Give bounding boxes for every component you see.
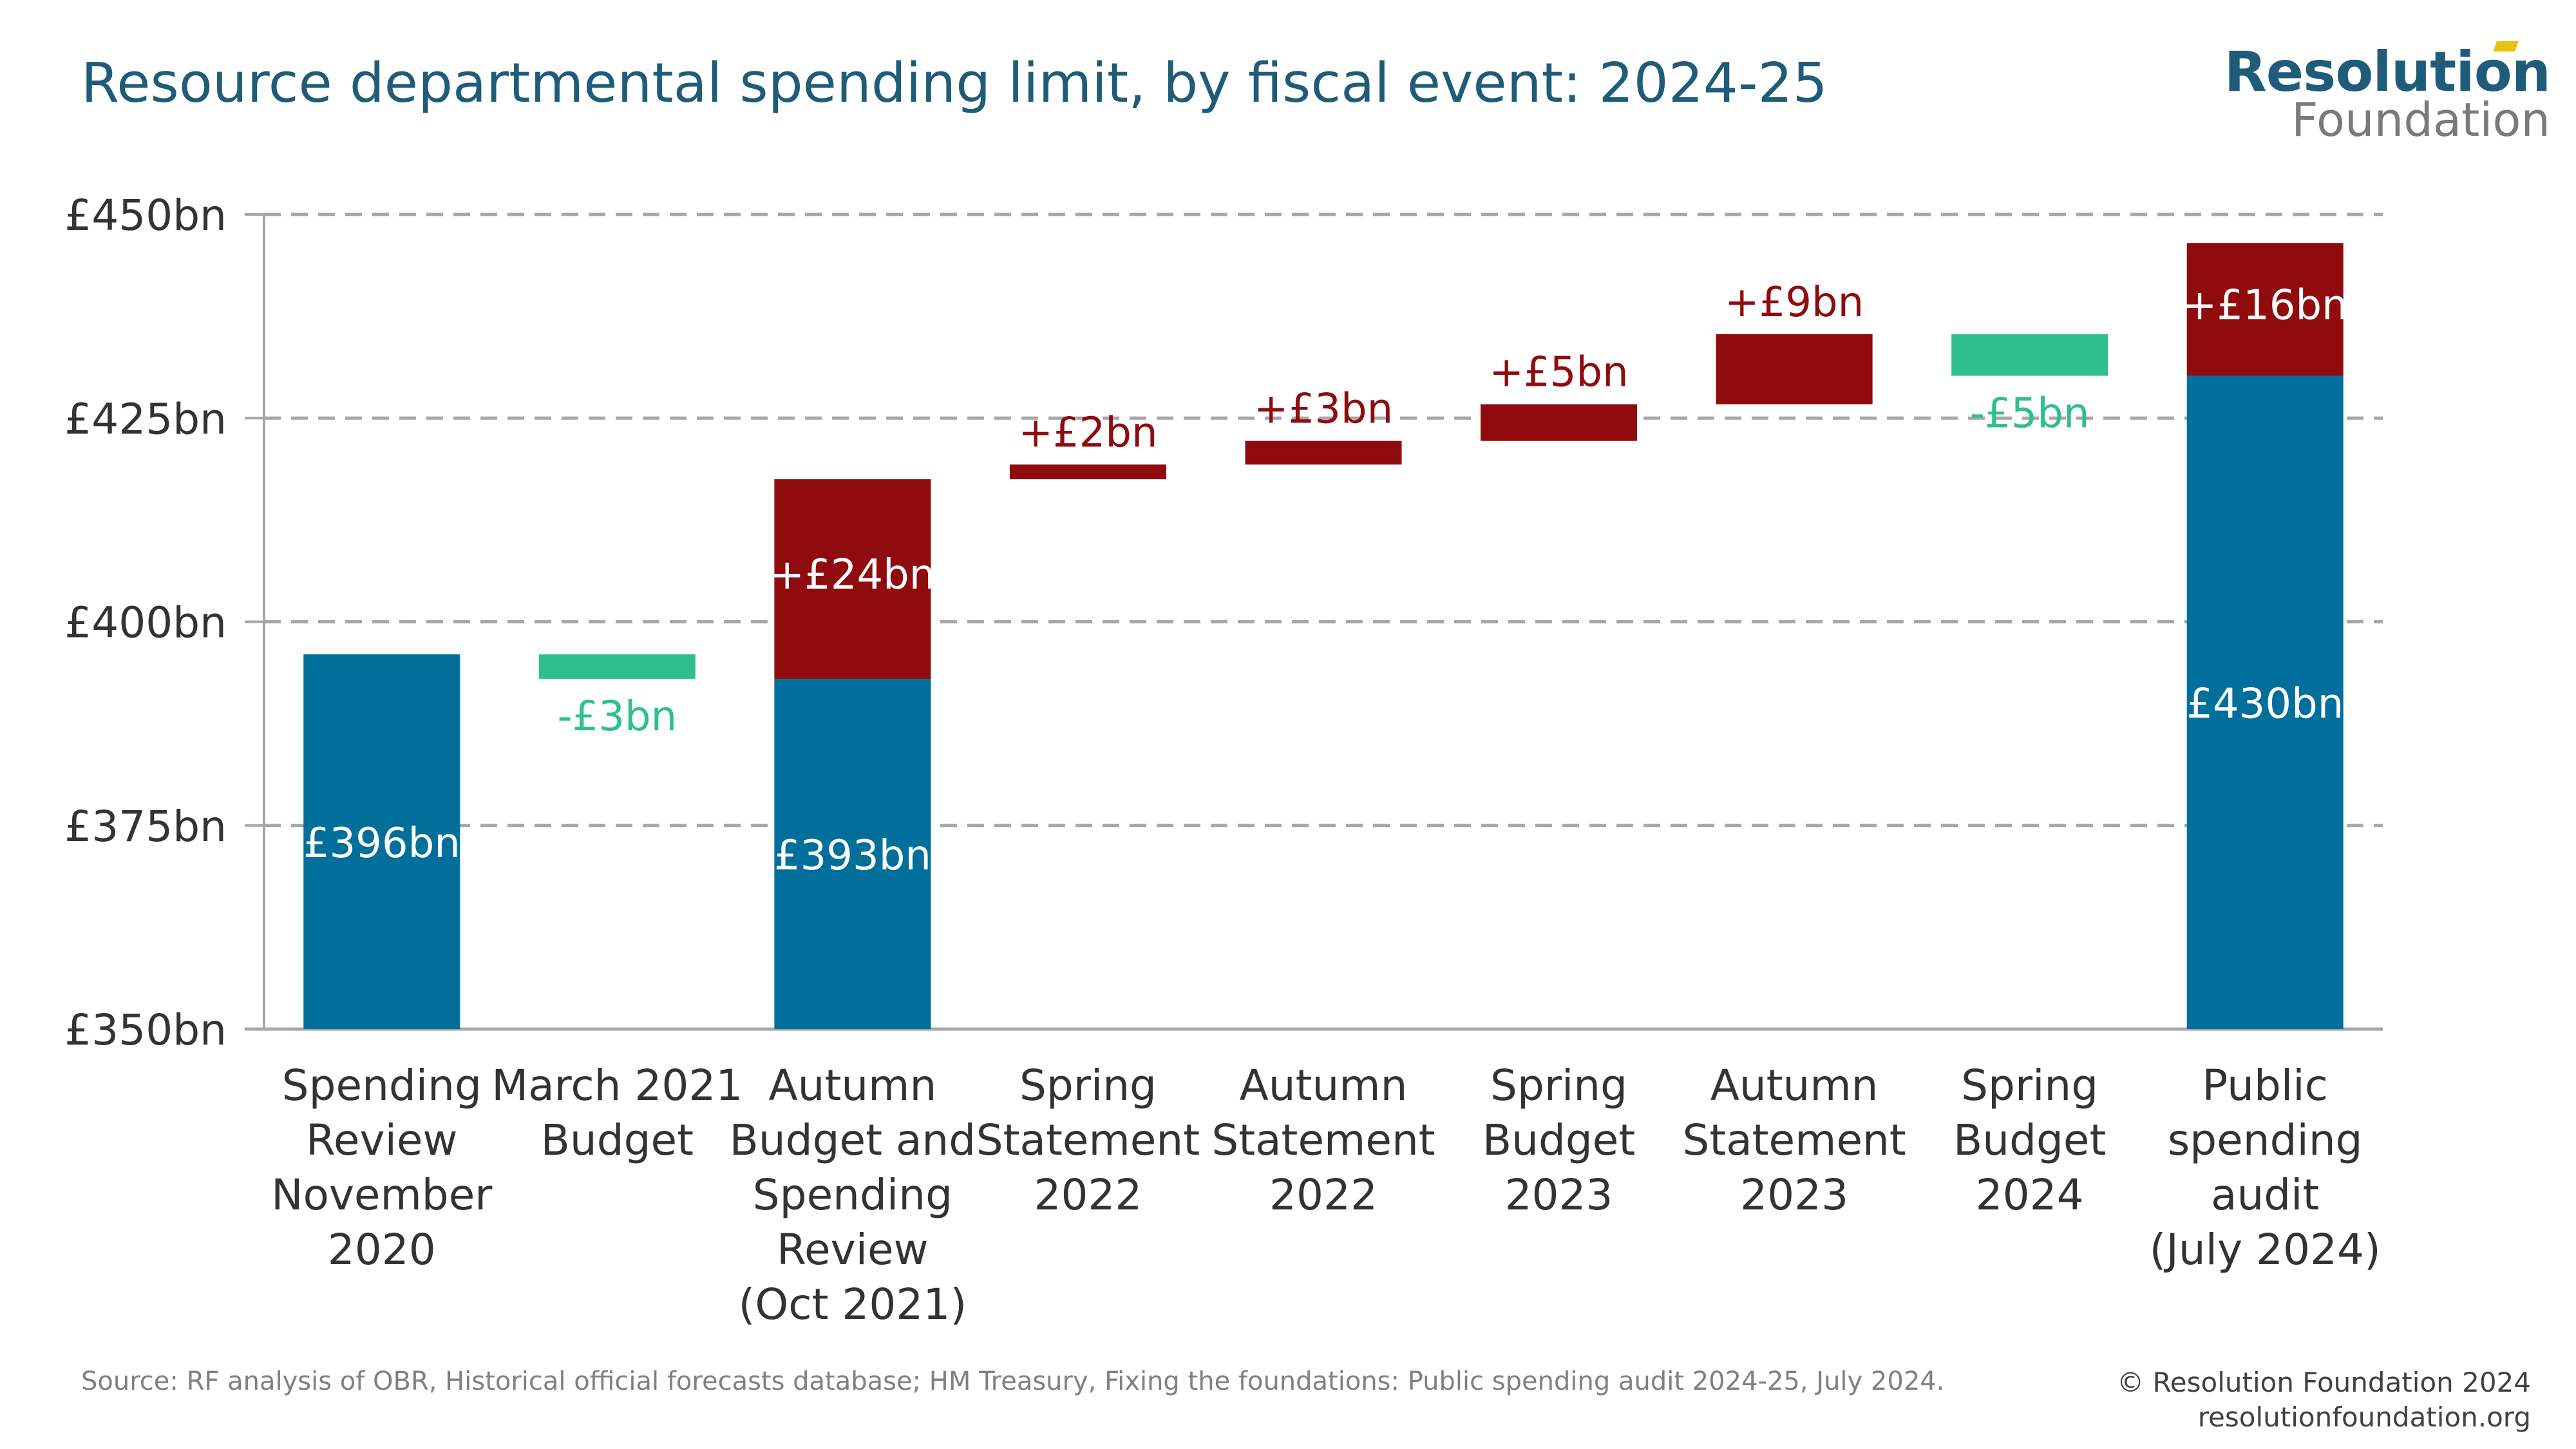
increase-label: +£9bn [1725, 279, 1864, 327]
source-note: Source: RF analysis of OBR, Historical o… [81, 1367, 1945, 1396]
increase-label: +£16bn [2183, 281, 2348, 329]
x-category-label: Spring [1961, 1061, 2098, 1110]
x-category-label: Review [306, 1115, 457, 1165]
y-tick-label: £400bn [64, 598, 227, 648]
total-bar-label: £396bn [303, 820, 460, 867]
x-category-label: Statement [976, 1115, 1200, 1165]
increase-label: +£2bn [1018, 409, 1157, 457]
logo-line2: Foundation [2291, 93, 2550, 147]
increase-bar [1716, 334, 1873, 404]
label-layer: £396bn -£3bn £393bn +£24bn +£2bn +£3bn +£5bn +£… [303, 279, 2348, 880]
x-category-label: Autumn [1240, 1061, 1408, 1110]
x-category-label: spending [2168, 1115, 2363, 1165]
x-category-label: 2022 [1034, 1170, 1142, 1220]
x-category-label: Statement [1211, 1115, 1435, 1165]
y-tick-label: £450bn [64, 191, 227, 240]
increase-bar [1245, 440, 1402, 465]
total-bar [2186, 375, 2344, 1029]
footer-credits: © Resolution Foundation 2024 resolutionf… [2117, 1365, 2531, 1435]
increase-bar [2186, 243, 2344, 376]
x-category-label: Spending [753, 1170, 952, 1220]
x-category-label: Spring [1490, 1061, 1627, 1110]
resolution-foundation-logo: Resolution Foundation [2215, 40, 2551, 147]
x-category-label: Autumn [768, 1061, 936, 1110]
decrease-label: -£5bn [1970, 390, 2090, 437]
x-category-label: Review [777, 1225, 928, 1274]
x-category-label: Autumn [1710, 1061, 1879, 1110]
x-category-label: Budget [541, 1115, 694, 1165]
x-category-label: Budget [1953, 1115, 2106, 1165]
logo-line1: Resolution [2224, 40, 2551, 104]
x-category-label: Statement [1682, 1115, 1906, 1165]
x-category-label: 2023 [1740, 1170, 1848, 1220]
increase-label: +£3bn [1254, 386, 1393, 433]
y-tick-label: £350bn [64, 1005, 227, 1055]
total-bar [303, 654, 460, 1029]
x-category-label: March 2021 [491, 1061, 743, 1110]
total-bar-label: £430bn [2186, 681, 2344, 728]
x-category-label: (July 2024) [2150, 1225, 2381, 1274]
increase-label: +£24bn [770, 551, 935, 599]
decrease-label: -£3bn [557, 693, 677, 741]
x-category-label: Public [2202, 1061, 2328, 1110]
increase-label: +£5bn [1489, 349, 1628, 397]
x-category-label: 2022 [1269, 1170, 1378, 1220]
y-tick-label: £425bn [64, 394, 227, 444]
decrease-bar [538, 654, 696, 679]
x-category-label: (Oct 2021) [739, 1280, 967, 1329]
increase-bar [1009, 464, 1166, 480]
increase-bar [1481, 404, 1638, 441]
copyright-text: © Resolution Foundation 2024 [2117, 1367, 2531, 1398]
grid-layer [264, 213, 2383, 828]
decrease-bar [1951, 334, 2108, 376]
x-category-label: Budget [1482, 1115, 1635, 1165]
increase-bar [774, 479, 931, 679]
website-link[interactable]: resolutionfoundation.org [2197, 1401, 2531, 1433]
y-tick-label: £375bn [64, 802, 227, 851]
axis-layer: £350bn £375bn £400bn £425bn £450bn Spending Re… [64, 191, 2383, 1329]
x-category-label: November [271, 1170, 493, 1220]
x-category-label: 2024 [1976, 1170, 2084, 1220]
x-category-label: 2020 [328, 1225, 436, 1274]
x-category-label: Spring [1019, 1061, 1157, 1110]
bar-layer [303, 243, 2344, 1029]
chart-title: Resource departmental spending limit, by… [81, 52, 1828, 115]
x-category-label: 2023 [1505, 1170, 1613, 1220]
x-category-label: Budget and [730, 1115, 976, 1165]
x-category-label: Spending [282, 1061, 482, 1110]
total-bar [774, 679, 931, 1029]
x-category-label: audit [2211, 1170, 2319, 1220]
total-bar-label: £393bn [774, 832, 931, 880]
